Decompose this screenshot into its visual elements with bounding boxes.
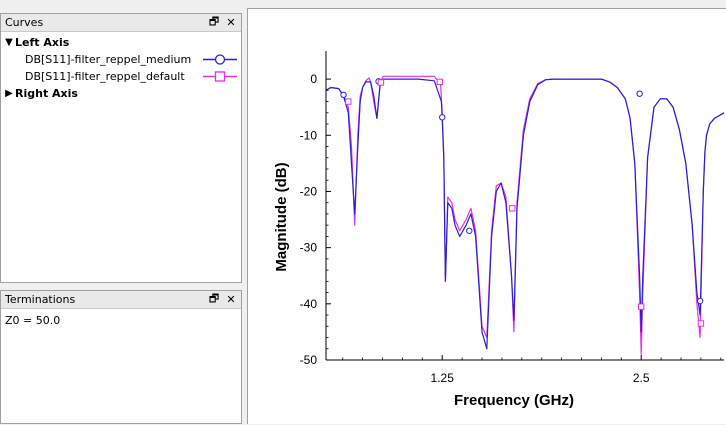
expand-arrow-icon[interactable]: ▼ [5,37,13,48]
circle-marker [696,297,704,305]
curves-tree: ▼ Left Axis DB[S11]-filter_reppel_medium… [1,32,241,102]
square-marker [345,98,352,105]
terminations-panel-header: Terminations 🗗 ✕ [1,291,241,309]
tree-group-right-axis[interactable]: ▶ Right Axis [1,85,241,102]
chart[interactable]: 0-10-20-30-40-501.25 2.5 Frequency (GHz) … [248,9,726,425]
series-line-medium [325,78,725,350]
square-marker [436,78,444,86]
y-tick-label: -40 [300,297,318,311]
curve-item-medium[interactable]: DB[S11]-filter_reppel_medium [1,51,241,68]
panel-splitter[interactable] [242,0,247,424]
terminations-panel: Terminations 🗗 ✕ Z0 = 50.0 [0,290,242,424]
y-tick-label: -50 [300,353,318,367]
tree-group-label: Right Axis [15,87,78,100]
curves-panel: Curves 🗗 ✕ ▼ Left Axis DB[S11]-filter_re… [0,13,242,283]
circle-marker [466,227,473,234]
tree-group-left-axis[interactable]: ▼ Left Axis [1,34,241,51]
series-line-default [325,75,725,355]
x-tick-label: 2.5 [633,371,650,385]
y-axis-label: Magnitude (dB) [273,162,290,271]
plot-area[interactable]: 0 -10 -20 -30 -40 -50 1.25 2.5 Frequency (GHz) … [247,8,726,424]
x-axis-label: Frequency (GHz) [454,392,574,409]
circle-marker [636,90,643,97]
curve-item-label: DB[S11]-filter_reppel_medium [25,53,192,66]
square-marker [638,303,645,310]
legend-square-marker-icon [203,71,237,82]
x-tick-label: 1.25 [431,371,455,385]
tree-group-label: Left Axis [15,36,70,49]
restore-window-icon[interactable]: 🗗 [208,15,220,28]
termination-value: Z0 = 50.0 [5,314,61,327]
legend-circle-marker-icon [203,54,237,65]
y-tick-label: -30 [300,241,318,255]
curves-panel-title: Curves [5,16,44,29]
circle-marker [340,91,347,99]
y-tick-label: -10 [300,128,318,142]
curve-item-default[interactable]: DB[S11]-filter_reppel_default [1,68,241,85]
square-marker [377,79,385,86]
circle-marker [439,114,446,121]
y-tick-label: 0 [310,72,317,86]
y-tick-label: -20 [300,184,318,198]
terminations-panel-title: Terminations [5,293,76,306]
square-marker [697,320,705,327]
square-marker [509,205,516,212]
close-icon[interactable]: ✕ [226,293,236,306]
collapse-arrow-icon[interactable]: ▶ [5,88,13,99]
close-icon[interactable]: ✕ [226,16,236,29]
restore-window-icon[interactable]: 🗗 [208,292,220,305]
curves-panel-header: Curves 🗗 ✕ [1,14,241,32]
curve-item-label: DB[S11]-filter_reppel_default [25,70,185,83]
